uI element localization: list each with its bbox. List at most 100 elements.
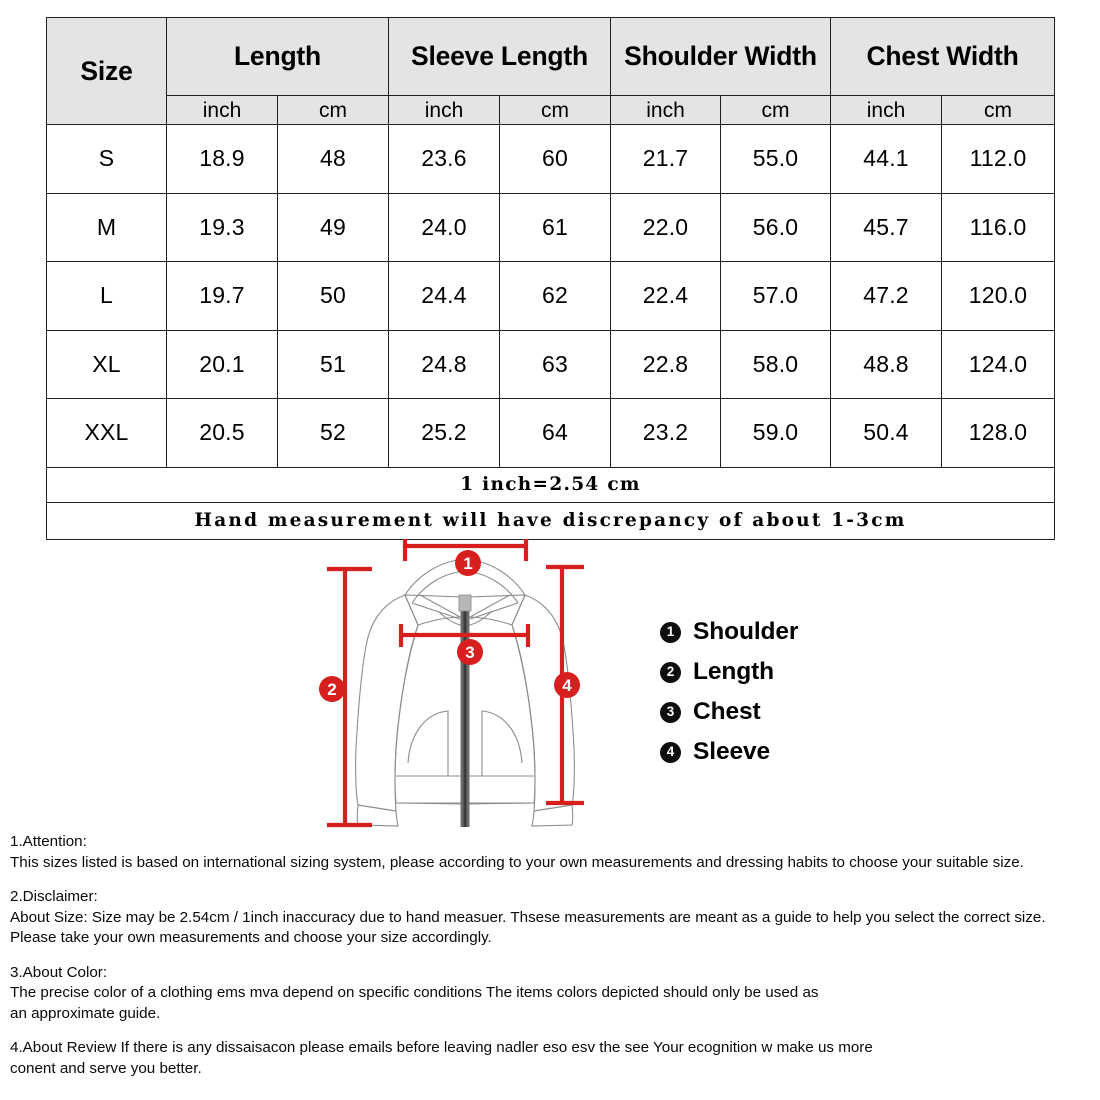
note-attention: 1.Attention: This sizes listed is based … bbox=[10, 832, 1095, 873]
column-header-sleeve-length: Sleeve Length bbox=[387, 17, 612, 96]
zipper bbox=[458, 594, 472, 827]
cell-chest-cm: 128.0 bbox=[941, 398, 1056, 468]
cell-length-inch: 19.3 bbox=[166, 192, 278, 262]
note-color-heading: 3.About Color: bbox=[10, 963, 108, 981]
cell-size: S bbox=[46, 124, 167, 194]
legend-label-length: Length bbox=[693, 658, 775, 685]
cell-shoulder-cm: 57.0 bbox=[720, 261, 832, 331]
cell-chest-cm: 120.0 bbox=[941, 261, 1056, 331]
table-note-row-discrepancy: Hand measurement will have discrepancy o… bbox=[45, 501, 1056, 540]
cell-length-inch: 19.7 bbox=[166, 261, 278, 331]
legend-label-chest: Chest bbox=[693, 698, 761, 725]
cell-chest-inch: 50.4 bbox=[830, 398, 943, 468]
cell-sleeve-cm: 62 bbox=[498, 261, 612, 331]
svg-text:2: 2 bbox=[327, 680, 336, 699]
table-row: XXL 20.5 52 25.2 64 23.2 59.0 50.4 128.0 bbox=[46, 398, 1056, 468]
table-row: S 18.9 48 23.6 60 21.7 55.0 44.1 112.0 bbox=[46, 124, 1056, 194]
table-row: L 19.7 50 24.4 62 22.4 57.0 47.2 120.0 bbox=[46, 261, 1056, 331]
size-chart-table: Size Length Sleeve Length Shoulder Width… bbox=[45, 17, 1056, 540]
column-header-chest-width: Chest Width bbox=[830, 17, 1056, 96]
cell-shoulder-inch: 22.4 bbox=[610, 261, 722, 331]
legend-item-length: 2 Length bbox=[660, 652, 890, 692]
cell-shoulder-cm: 56.0 bbox=[720, 192, 832, 262]
column-header-length: Length bbox=[166, 17, 389, 96]
unit-header-chest-cm: cm bbox=[941, 95, 1056, 125]
cell-size: XL bbox=[46, 329, 167, 399]
marker-2-length-icon: 2 bbox=[319, 676, 345, 702]
note-color: 3.About Color: The precise color of a cl… bbox=[10, 963, 1095, 1025]
unit-header-shoulder-inch: inch bbox=[610, 95, 722, 125]
cell-length-cm: 52 bbox=[277, 398, 389, 468]
note-disclaimer-line1: About Size: Size may be 2.54cm / 1inch i… bbox=[10, 908, 1046, 926]
cell-shoulder-inch: 22.0 bbox=[610, 192, 722, 262]
cell-sleeve-cm: 60 bbox=[498, 124, 612, 194]
cell-shoulder-cm: 58.0 bbox=[720, 329, 832, 399]
table-row: M 19.3 49 24.0 61 22.0 56.0 45.7 116.0 bbox=[46, 192, 1056, 262]
cell-chest-inch: 47.2 bbox=[830, 261, 943, 331]
note-review-line1: 4.About Review If there is any dissaisac… bbox=[10, 1039, 873, 1056]
svg-text:3: 3 bbox=[465, 643, 474, 662]
cell-chest-cm: 116.0 bbox=[941, 192, 1056, 262]
cell-length-inch: 20.5 bbox=[166, 398, 278, 468]
cell-sleeve-inch: 25.2 bbox=[388, 398, 500, 468]
table-group-header-row: Size Length Sleeve Length Shoulder Width… bbox=[46, 17, 1056, 125]
unit-header-sleeve-cm: cm bbox=[498, 95, 612, 125]
cell-chest-cm: 124.0 bbox=[941, 329, 1056, 399]
unit-header-chest-inch: inch bbox=[830, 95, 943, 125]
cell-size: XXL bbox=[46, 398, 167, 468]
cell-shoulder-cm: 55.0 bbox=[720, 124, 832, 194]
footer-notes: 1.Attention: This sizes listed is based … bbox=[10, 832, 1095, 1093]
legend-label-shoulder: Shoulder bbox=[693, 618, 799, 645]
measurement-lines bbox=[327, 539, 584, 828]
table-note-row-conversion: 1 inch=2.54 cm bbox=[45, 466, 1056, 503]
note-disclaimer-line2: Please take your own measurements and ch… bbox=[10, 929, 492, 946]
cell-size: L bbox=[46, 261, 167, 331]
note-attention-heading: 1.Attention: bbox=[10, 833, 87, 850]
cell-sleeve-inch: 23.6 bbox=[388, 124, 500, 194]
cell-length-cm: 50 bbox=[277, 261, 389, 331]
note-attention-body: This sizes listed is based on internatio… bbox=[10, 853, 1024, 871]
table-unit-header-row: inch cm inch cm inch cm inch cm bbox=[47, 95, 1056, 125]
note-review: 4.About Review If there is any dissaisac… bbox=[10, 1038, 1095, 1079]
unit-header-sleeve-inch: inch bbox=[388, 95, 500, 125]
bullet-3-icon: 3 bbox=[660, 701, 681, 723]
cell-length-inch: 20.1 bbox=[166, 329, 278, 399]
garment-measurement-diagram: 1 2 3 4 bbox=[300, 533, 630, 833]
cell-sleeve-inch: 24.0 bbox=[388, 192, 500, 262]
note-disclaimer-heading: 2.Disclaimer: bbox=[10, 888, 98, 905]
bullet-1-icon: 1 bbox=[660, 621, 681, 643]
note-review-line2: conent and serve you better. bbox=[10, 1059, 202, 1077]
note-color-line1: The precise color of a clothing ems mva … bbox=[10, 984, 819, 1001]
cell-length-cm: 49 bbox=[277, 192, 389, 262]
note-disclaimer: 2.Disclaimer: About Size: Size may be 2.… bbox=[10, 887, 1095, 949]
unit-header-shoulder-cm: cm bbox=[720, 95, 832, 125]
legend-item-shoulder: 1 Shoulder bbox=[660, 612, 890, 652]
measurement-legend: 1 Shoulder 2 Length 3 Chest 4 Sleeve bbox=[660, 612, 890, 772]
measurement-discrepancy-note: Hand measurement will have discrepancy o… bbox=[45, 501, 1056, 540]
size-chart-table-container: Size Length Sleeve Length Shoulder Width… bbox=[45, 17, 1056, 540]
cell-shoulder-inch: 22.8 bbox=[610, 329, 722, 399]
column-header-shoulder-width: Shoulder Width bbox=[610, 17, 832, 96]
unit-header-length-cm: cm bbox=[277, 95, 389, 125]
cell-sleeve-inch: 24.8 bbox=[388, 329, 500, 399]
marker-3-chest-icon: 3 bbox=[457, 639, 483, 665]
cell-shoulder-inch: 23.2 bbox=[610, 398, 722, 468]
bullet-4-icon: 4 bbox=[660, 741, 681, 763]
cell-sleeve-cm: 63 bbox=[498, 329, 612, 399]
column-header-size: Size bbox=[46, 17, 167, 125]
diagram-markers: 1 2 3 4 bbox=[319, 550, 580, 702]
cell-length-cm: 51 bbox=[277, 329, 389, 399]
cell-sleeve-cm: 61 bbox=[498, 192, 612, 262]
legend-label-sleeve: Sleeve bbox=[693, 738, 771, 765]
cell-size: M bbox=[46, 192, 167, 262]
legend-item-sleeve: 4 Sleeve bbox=[660, 732, 890, 772]
table-row: XL 20.1 51 24.8 63 22.8 58.0 48.8 124.0 bbox=[46, 329, 1056, 399]
svg-text:1: 1 bbox=[463, 554, 472, 573]
marker-4-sleeve-icon: 4 bbox=[554, 672, 580, 698]
cell-shoulder-inch: 21.7 bbox=[610, 124, 722, 194]
cell-sleeve-cm: 64 bbox=[498, 398, 612, 468]
cell-length-cm: 48 bbox=[277, 124, 389, 194]
cell-chest-inch: 44.1 bbox=[830, 124, 943, 194]
unit-conversion-note: 1 inch=2.54 cm bbox=[45, 466, 1056, 503]
cell-shoulder-cm: 59.0 bbox=[720, 398, 832, 468]
